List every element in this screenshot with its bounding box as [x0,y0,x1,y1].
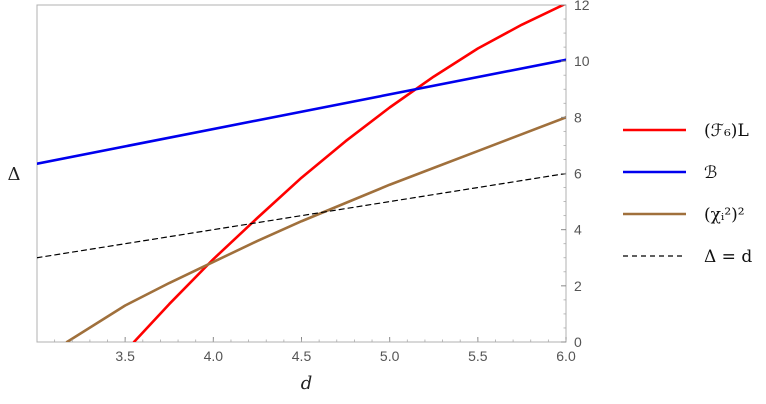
y-tick-label: 8 [574,109,582,125]
y-axis-title: Δ [8,164,21,185]
series-line-3 [65,116,566,342]
legend-label: Δ = d [704,247,752,267]
y-tick-label: 6 [574,166,582,182]
y-tick-label: 12 [574,0,590,13]
x-tick-label: 4.5 [292,348,312,364]
legend-label: (ℱ₆)L [704,121,749,141]
plot-frame [36,4,567,343]
legend-label: (χᵢ²)² [704,205,745,225]
x-tick-label: 5.5 [468,348,488,364]
x-axis: 3.5 4.0 4.5 5.0 5.5 6.0 [54,337,576,364]
legend: (ℱ₆)L ℬ (χᵢ²)² Δ = d [623,121,752,267]
x-tick-label: 4.0 [204,348,224,364]
series-line-4 [37,172,566,259]
series-layer [37,5,566,342]
y-tick-label: 0 [574,334,582,350]
x-tick-label: 3.5 [115,348,135,364]
y-tick-label: 4 [574,222,582,238]
x-axis-title: d [301,373,313,394]
x-tick-label: 6.0 [556,348,576,364]
series-line-1 [132,5,566,342]
legend-label: ℬ [704,163,717,183]
y-axis: 0 2 4 6 8 10 12 [561,0,590,350]
plot-area [36,4,567,343]
y-tick-label: 10 [574,53,590,69]
x-tick-label: 5.0 [380,348,400,364]
y-tick-label: 2 [574,278,582,294]
series-line-2 [37,58,566,165]
